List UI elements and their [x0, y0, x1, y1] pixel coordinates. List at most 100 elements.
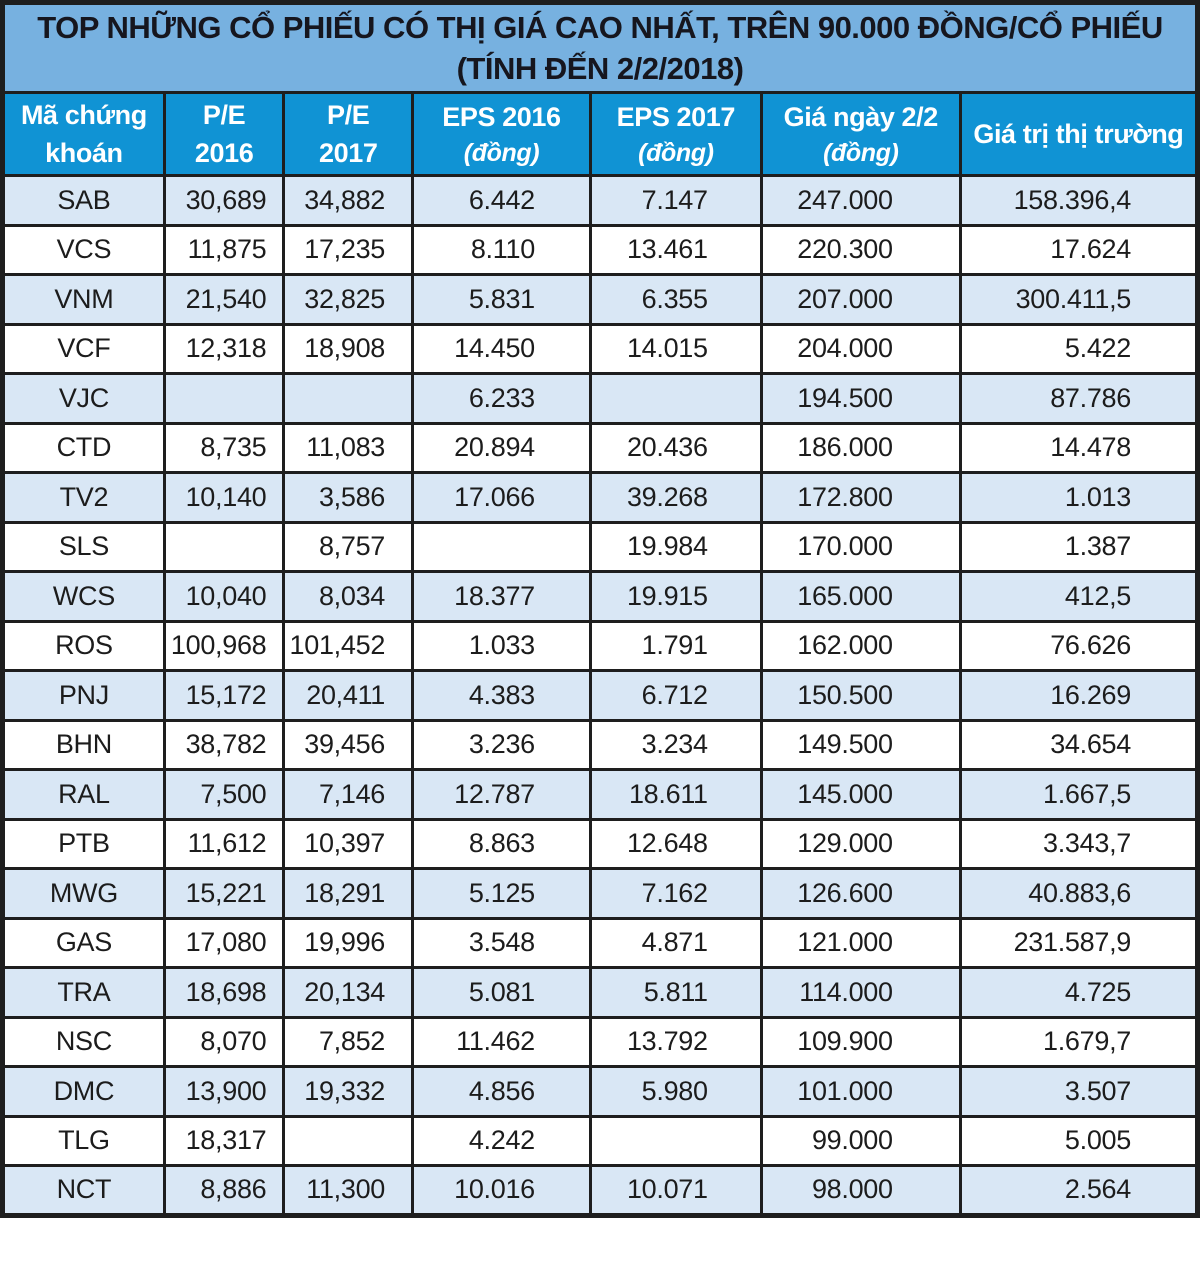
table-row: CTD 8,735 11,083 20.894 20.436 186.000 14.478 — [1, 421, 1200, 474]
value-cell: 220.300 — [759, 223, 962, 276]
value-cell: 11.462 — [411, 1015, 592, 1068]
ticker-cell: VJC — [1, 372, 166, 425]
ticker-cell: NSC — [1, 1015, 166, 1068]
table-body: SAB 30,689 34,882 6.442 7.147 247.000 158.396,… — [1, 174, 1200, 1217]
value-cell: 100,968 — [162, 619, 286, 672]
value-cell: 145.000 — [759, 768, 962, 821]
ticker-cell: SLS — [1, 520, 166, 573]
value-cell: 149.500 — [759, 718, 962, 771]
ticker-cell: NCT — [1, 1164, 166, 1217]
value-cell: 10,140 — [162, 471, 286, 524]
value-cell: 1.013 — [958, 471, 1200, 524]
value-cell: 2.564 — [958, 1164, 1200, 1217]
value-cell: 247.000 — [759, 174, 962, 227]
value-cell: 3.343,7 — [958, 817, 1200, 870]
table-row: VNM 21,540 32,825 5.831 6.355 207.000 300.411,… — [1, 273, 1200, 326]
value-cell: 412,5 — [958, 570, 1200, 623]
value-cell: 10,397 — [282, 817, 415, 870]
table-row: GAS 17,080 19,996 3.548 4.871 121.000 231.587,… — [1, 916, 1200, 969]
value-cell: 5.980 — [588, 1065, 763, 1118]
stock-table: TOP NHỮNG CỔ PHIẾU CÓ THỊ GIÁ CAO NHẤT, … — [0, 0, 1200, 1218]
value-cell — [162, 520, 286, 573]
value-cell: 7,146 — [282, 768, 415, 821]
value-cell: 5.831 — [411, 273, 592, 326]
value-cell: 18.611 — [588, 768, 763, 821]
value-cell: 12.648 — [588, 817, 763, 870]
value-cell: 32,825 — [282, 273, 415, 326]
table-row: VCF 12,318 18,908 14.450 14.015 204.000 5.422 — [1, 322, 1200, 375]
value-cell: 99.000 — [759, 1114, 962, 1167]
ticker-cell: MWG — [1, 867, 166, 920]
value-cell: 162.000 — [759, 619, 962, 672]
value-cell: 207.000 — [759, 273, 962, 326]
col-header-eps-2016: EPS 2016 (đồng) — [411, 91, 592, 177]
value-cell: 126.600 — [759, 867, 962, 920]
value-cell: 13,900 — [162, 1065, 286, 1118]
value-cell: 6.233 — [411, 372, 592, 425]
value-cell: 15,172 — [162, 669, 286, 722]
col-header-pe-2017: P/E 2017 — [282, 91, 415, 177]
value-cell: 17,080 — [162, 916, 286, 969]
table-row: TV2 10,140 3,586 17.066 39.268 172.800 1.013 — [1, 471, 1200, 524]
value-cell: 19,996 — [282, 916, 415, 969]
value-cell: 3.548 — [411, 916, 592, 969]
col-header-eps-2017: EPS 2017 (đồng) — [588, 91, 763, 177]
value-cell: 30,689 — [162, 174, 286, 227]
table-title: TOP NHỮNG CỔ PHIẾU CÓ THỊ GIÁ CAO NHẤT, … — [1, 1, 1199, 94]
value-cell: 6.442 — [411, 174, 592, 227]
col-header-gia-ngay-2-2: Giá ngày 2/2 (đồng) — [759, 91, 962, 177]
value-cell: 11,875 — [162, 223, 286, 276]
ticker-cell: ROS — [1, 619, 166, 672]
ticker-cell: VCF — [1, 322, 166, 375]
value-cell: 14.478 — [958, 421, 1200, 474]
value-cell: 16.269 — [958, 669, 1200, 722]
value-cell: 4.871 — [588, 916, 763, 969]
value-cell: 1.791 — [588, 619, 763, 672]
value-cell: 12,318 — [162, 322, 286, 375]
value-cell: 14.015 — [588, 322, 763, 375]
value-cell: 19.915 — [588, 570, 763, 623]
ticker-cell: SAB — [1, 174, 166, 227]
value-cell: 3.234 — [588, 718, 763, 771]
value-cell — [282, 1114, 415, 1167]
value-cell: 7,852 — [282, 1015, 415, 1068]
table-row: MWG 15,221 18,291 5.125 7.162 126.600 40.883,6 — [1, 867, 1200, 920]
value-cell: 158.396,4 — [958, 174, 1200, 227]
value-cell: 17.624 — [958, 223, 1200, 276]
value-cell: 1.667,5 — [958, 768, 1200, 821]
table-row: VCS 11,875 17,235 8.110 13.461 220.300 17.624 — [1, 223, 1200, 276]
table-row: TLG 18,317 4.242 99.000 5.005 — [1, 1114, 1200, 1167]
title-banner: TOP NHỮNG CỔ PHIẾU CÓ THỊ GIÁ CAO NHẤT, … — [1, 1, 1199, 94]
value-cell: 98.000 — [759, 1164, 962, 1217]
value-cell: 19.984 — [588, 520, 763, 573]
table-row: PTB 11,612 10,397 8.863 12.648 129.000 3.343,7 — [1, 817, 1200, 870]
value-cell: 18,908 — [282, 322, 415, 375]
ticker-cell: WCS — [1, 570, 166, 623]
value-cell: 300.411,5 — [958, 273, 1200, 326]
value-cell: 1.033 — [411, 619, 592, 672]
value-cell: 12.787 — [411, 768, 592, 821]
value-cell: 8,070 — [162, 1015, 286, 1068]
value-cell: 38,782 — [162, 718, 286, 771]
value-cell: 20,411 — [282, 669, 415, 722]
value-cell: 8,757 — [282, 520, 415, 573]
value-cell: 18,317 — [162, 1114, 286, 1167]
value-cell: 194.500 — [759, 372, 962, 425]
ticker-cell: TLG — [1, 1114, 166, 1167]
value-cell: 39,456 — [282, 718, 415, 771]
col-header-gia-tri-thi-truong: Giá trị thị trường — [958, 91, 1200, 177]
value-cell — [588, 1114, 763, 1167]
value-cell — [411, 520, 592, 573]
ticker-cell: VCS — [1, 223, 166, 276]
value-cell: 5.811 — [588, 966, 763, 1019]
col-header-ma-chung-khoan: Mã chứng khoán — [1, 91, 166, 177]
value-cell: 172.800 — [759, 471, 962, 524]
value-cell: 11,083 — [282, 421, 415, 474]
value-cell: 129.000 — [759, 817, 962, 870]
table-row: TRA 18,698 20,134 5.081 5.811 114.000 4.725 — [1, 966, 1200, 1019]
value-cell: 20.436 — [588, 421, 763, 474]
value-cell: 20,134 — [282, 966, 415, 1019]
ticker-cell: TRA — [1, 966, 166, 1019]
ticker-cell: BHN — [1, 718, 166, 771]
value-cell: 8,034 — [282, 570, 415, 623]
